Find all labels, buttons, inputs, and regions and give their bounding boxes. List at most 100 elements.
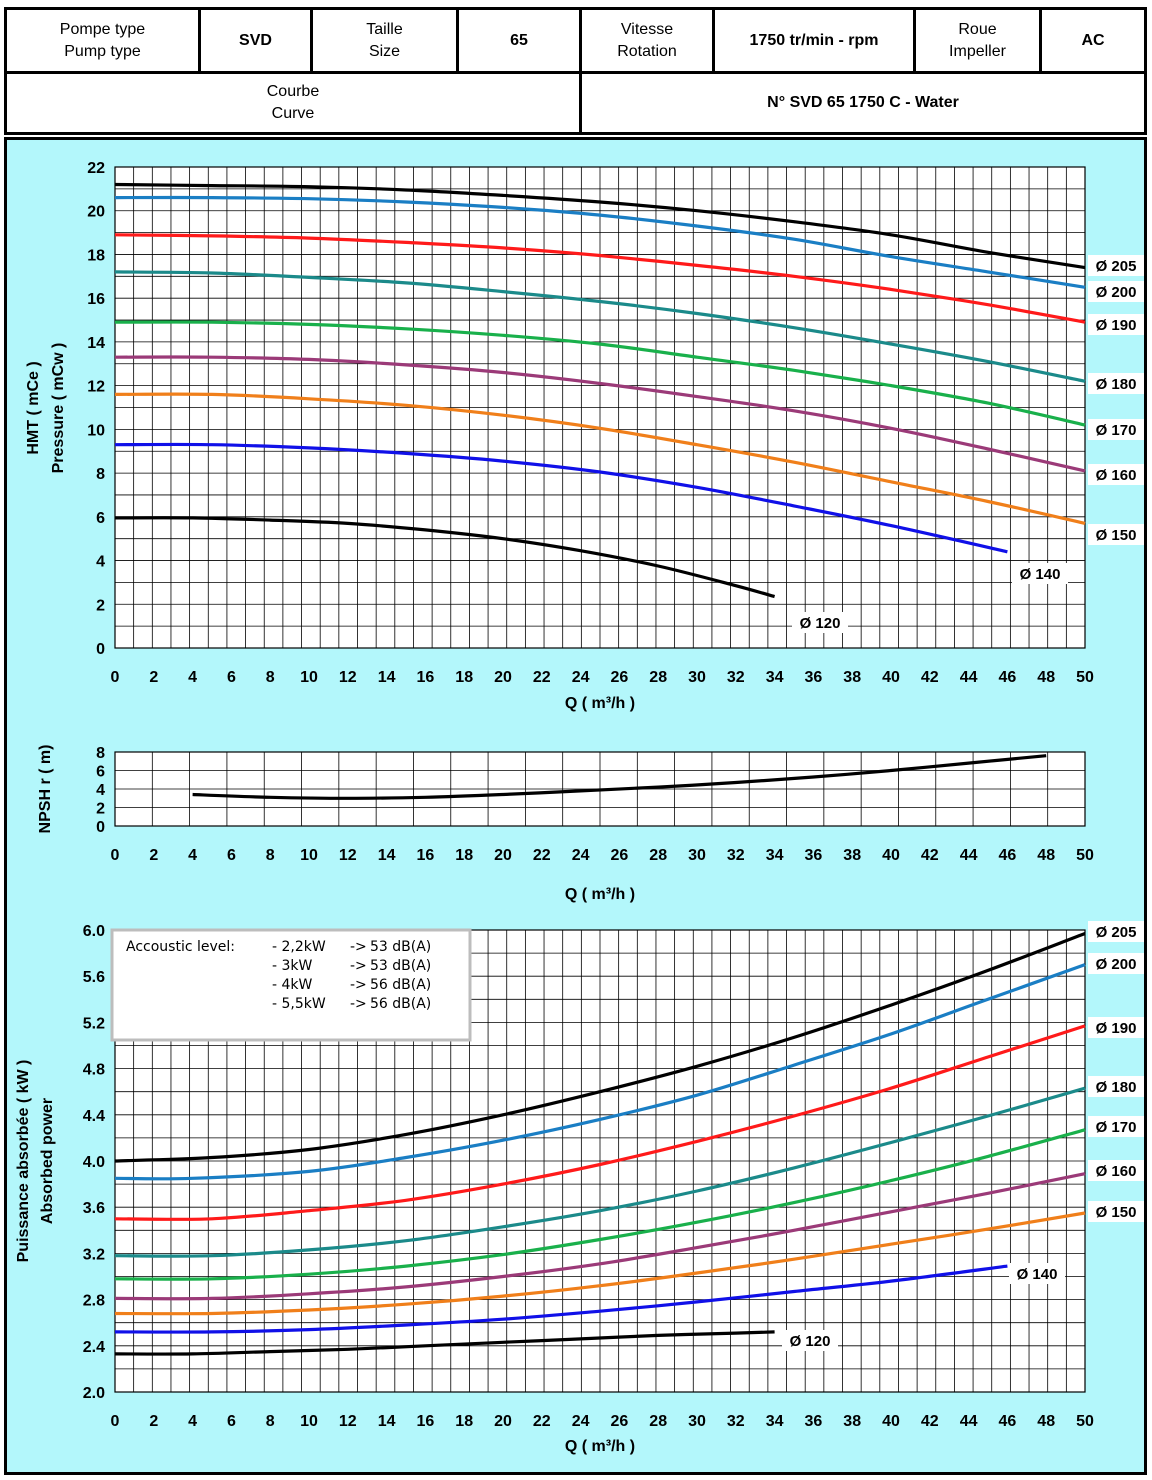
y-tick-label: 2 xyxy=(96,597,105,614)
curve-180 xyxy=(114,1086,1086,1258)
curve-label: Ø 180 xyxy=(1096,376,1137,393)
curve-label: Ø 160 xyxy=(1096,467,1137,484)
x-tick-label: 26 xyxy=(611,1413,629,1430)
x-tick-label: 36 xyxy=(805,847,823,864)
x-tick-label: 4 xyxy=(188,1413,197,1430)
x-tick-label: 46 xyxy=(999,1413,1017,1430)
y-tick-label: 4.0 xyxy=(83,1154,105,1171)
x-tick-label: 22 xyxy=(533,1413,551,1430)
x-tick-label: 4 xyxy=(188,847,197,864)
acoustic-note-level: 53 dB(A) xyxy=(370,958,431,974)
x-tick-label: 20 xyxy=(494,847,512,864)
x-tick-label: 8 xyxy=(266,1413,275,1430)
x-tick-label: 26 xyxy=(611,847,629,864)
curve-190 xyxy=(114,233,1086,324)
impeller-label: Roue Impeller xyxy=(916,10,1039,71)
x-tick-label: 42 xyxy=(921,669,939,686)
chart-1: 0 2 4 6 8 10 12 14 16 18 20 22 24 26 28 30 32 34 36 38 40 42 4… xyxy=(25,160,1144,712)
x-tick-label: 18 xyxy=(455,1413,473,1430)
curve-170 xyxy=(114,1128,1086,1281)
x-tick-label: 32 xyxy=(727,1413,745,1430)
y-axis-label: NPSH r ( m) xyxy=(37,745,54,834)
curve-label: Ø 200 xyxy=(1096,284,1137,301)
curve-label-bg xyxy=(1088,255,1144,276)
curve-label: Ø 120 xyxy=(800,615,841,632)
y-tick-label: 6 xyxy=(96,764,105,781)
x-tick-label: 12 xyxy=(339,847,357,864)
acoustic-note-level: 53 dB(A) xyxy=(370,939,431,955)
curve-label: Ø 150 xyxy=(1096,1204,1137,1221)
x-tick-label: 34 xyxy=(766,1413,784,1430)
pump-type-label-en: Pump type xyxy=(64,42,141,60)
curve-140 xyxy=(114,1264,1008,1334)
y-tick-label: 5.6 xyxy=(83,969,105,986)
y-tick-label: 6 xyxy=(96,510,105,527)
x-tick-label: 26 xyxy=(611,669,629,686)
x-tick-label: 30 xyxy=(688,1413,706,1430)
x-tick-label: 42 xyxy=(921,847,939,864)
npsh-curve xyxy=(192,754,1047,800)
x-tick-label: 44 xyxy=(960,669,978,686)
x-tick-label: 36 xyxy=(805,669,823,686)
curve-label-bg xyxy=(1009,1263,1065,1284)
x-tick-label: 16 xyxy=(417,669,435,686)
y-axis-label: Pressure ( mCw ) xyxy=(50,343,67,474)
y-tick-label: 2.4 xyxy=(83,1339,105,1356)
curve-200 xyxy=(114,963,1086,1181)
acoustic-note-power: - 4kW xyxy=(272,977,313,993)
x-tick-label: 48 xyxy=(1037,1413,1055,1430)
x-tick-label: 0 xyxy=(111,1413,120,1430)
impeller-label-fr: Roue xyxy=(958,20,997,38)
y-tick-label: 20 xyxy=(87,204,105,221)
x-tick-label: 10 xyxy=(300,1413,318,1430)
curve-label: Ø 140 xyxy=(1017,1266,1058,1283)
x-tick-label: 14 xyxy=(378,1413,396,1430)
x-tick-label: 2 xyxy=(149,669,158,686)
acoustic-note-level: 56 dB(A) xyxy=(370,977,431,993)
curve-label-bg xyxy=(1088,1160,1144,1181)
x-tick-label: 14 xyxy=(378,847,396,864)
x-tick-label: 14 xyxy=(378,669,396,686)
y-tick-label: 3.2 xyxy=(83,1246,105,1263)
x-tick-label: 6 xyxy=(227,669,236,686)
x-tick-label: 20 xyxy=(494,669,512,686)
y-tick-label: 2.8 xyxy=(83,1293,105,1310)
curve-140 xyxy=(114,442,1008,554)
curve-label-bg xyxy=(782,1330,838,1351)
x-tick-label: 50 xyxy=(1076,847,1094,864)
y-tick-label: 2.0 xyxy=(83,1385,105,1402)
x-tick-label: 6 xyxy=(227,847,236,864)
curve-label-en: Curve xyxy=(271,105,315,122)
y-tick-label: 8 xyxy=(96,745,105,762)
acoustic-note-power: - 3kW xyxy=(272,958,313,974)
x-tick-label: 8 xyxy=(266,669,275,686)
y-tick-label: 4.4 xyxy=(83,1108,105,1125)
y-tick-label: 0 xyxy=(96,819,105,836)
curve-label: Ø 205 xyxy=(1096,924,1137,941)
curve-label: Ø 170 xyxy=(1096,422,1137,439)
y-tick-label: 2 xyxy=(96,801,105,818)
curve-205 xyxy=(114,932,1086,1163)
acoustic-note-arrow: -> xyxy=(350,977,367,993)
x-tick-label: 38 xyxy=(843,847,861,864)
x-tick-label: 10 xyxy=(300,847,318,864)
curve-label: Courbe Curve xyxy=(7,74,579,132)
curve-label-bg xyxy=(1088,419,1144,440)
x-tick-label: 30 xyxy=(688,669,706,686)
y-axis-label: HMT ( mCe ) xyxy=(25,361,42,454)
curve-label: Ø 190 xyxy=(1096,317,1137,334)
x-tick-label: 24 xyxy=(572,1413,590,1430)
x-tick-label: 24 xyxy=(572,669,590,686)
x-tick-label: 34 xyxy=(766,847,784,864)
x-tick-label: 20 xyxy=(494,1413,512,1430)
x-tick-label: 18 xyxy=(455,847,473,864)
curve-value: N° SVD 65 1750 C - Water xyxy=(767,94,959,111)
x-tick-label: 24 xyxy=(572,847,590,864)
curve-label-bg xyxy=(1088,464,1144,485)
x-tick-label: 4 xyxy=(188,669,197,686)
curve-120 xyxy=(114,516,776,599)
speed-value: 1750 tr/min - rpm xyxy=(749,31,879,49)
curve-label: Ø 205 xyxy=(1096,258,1137,275)
curve-170 xyxy=(114,320,1086,427)
